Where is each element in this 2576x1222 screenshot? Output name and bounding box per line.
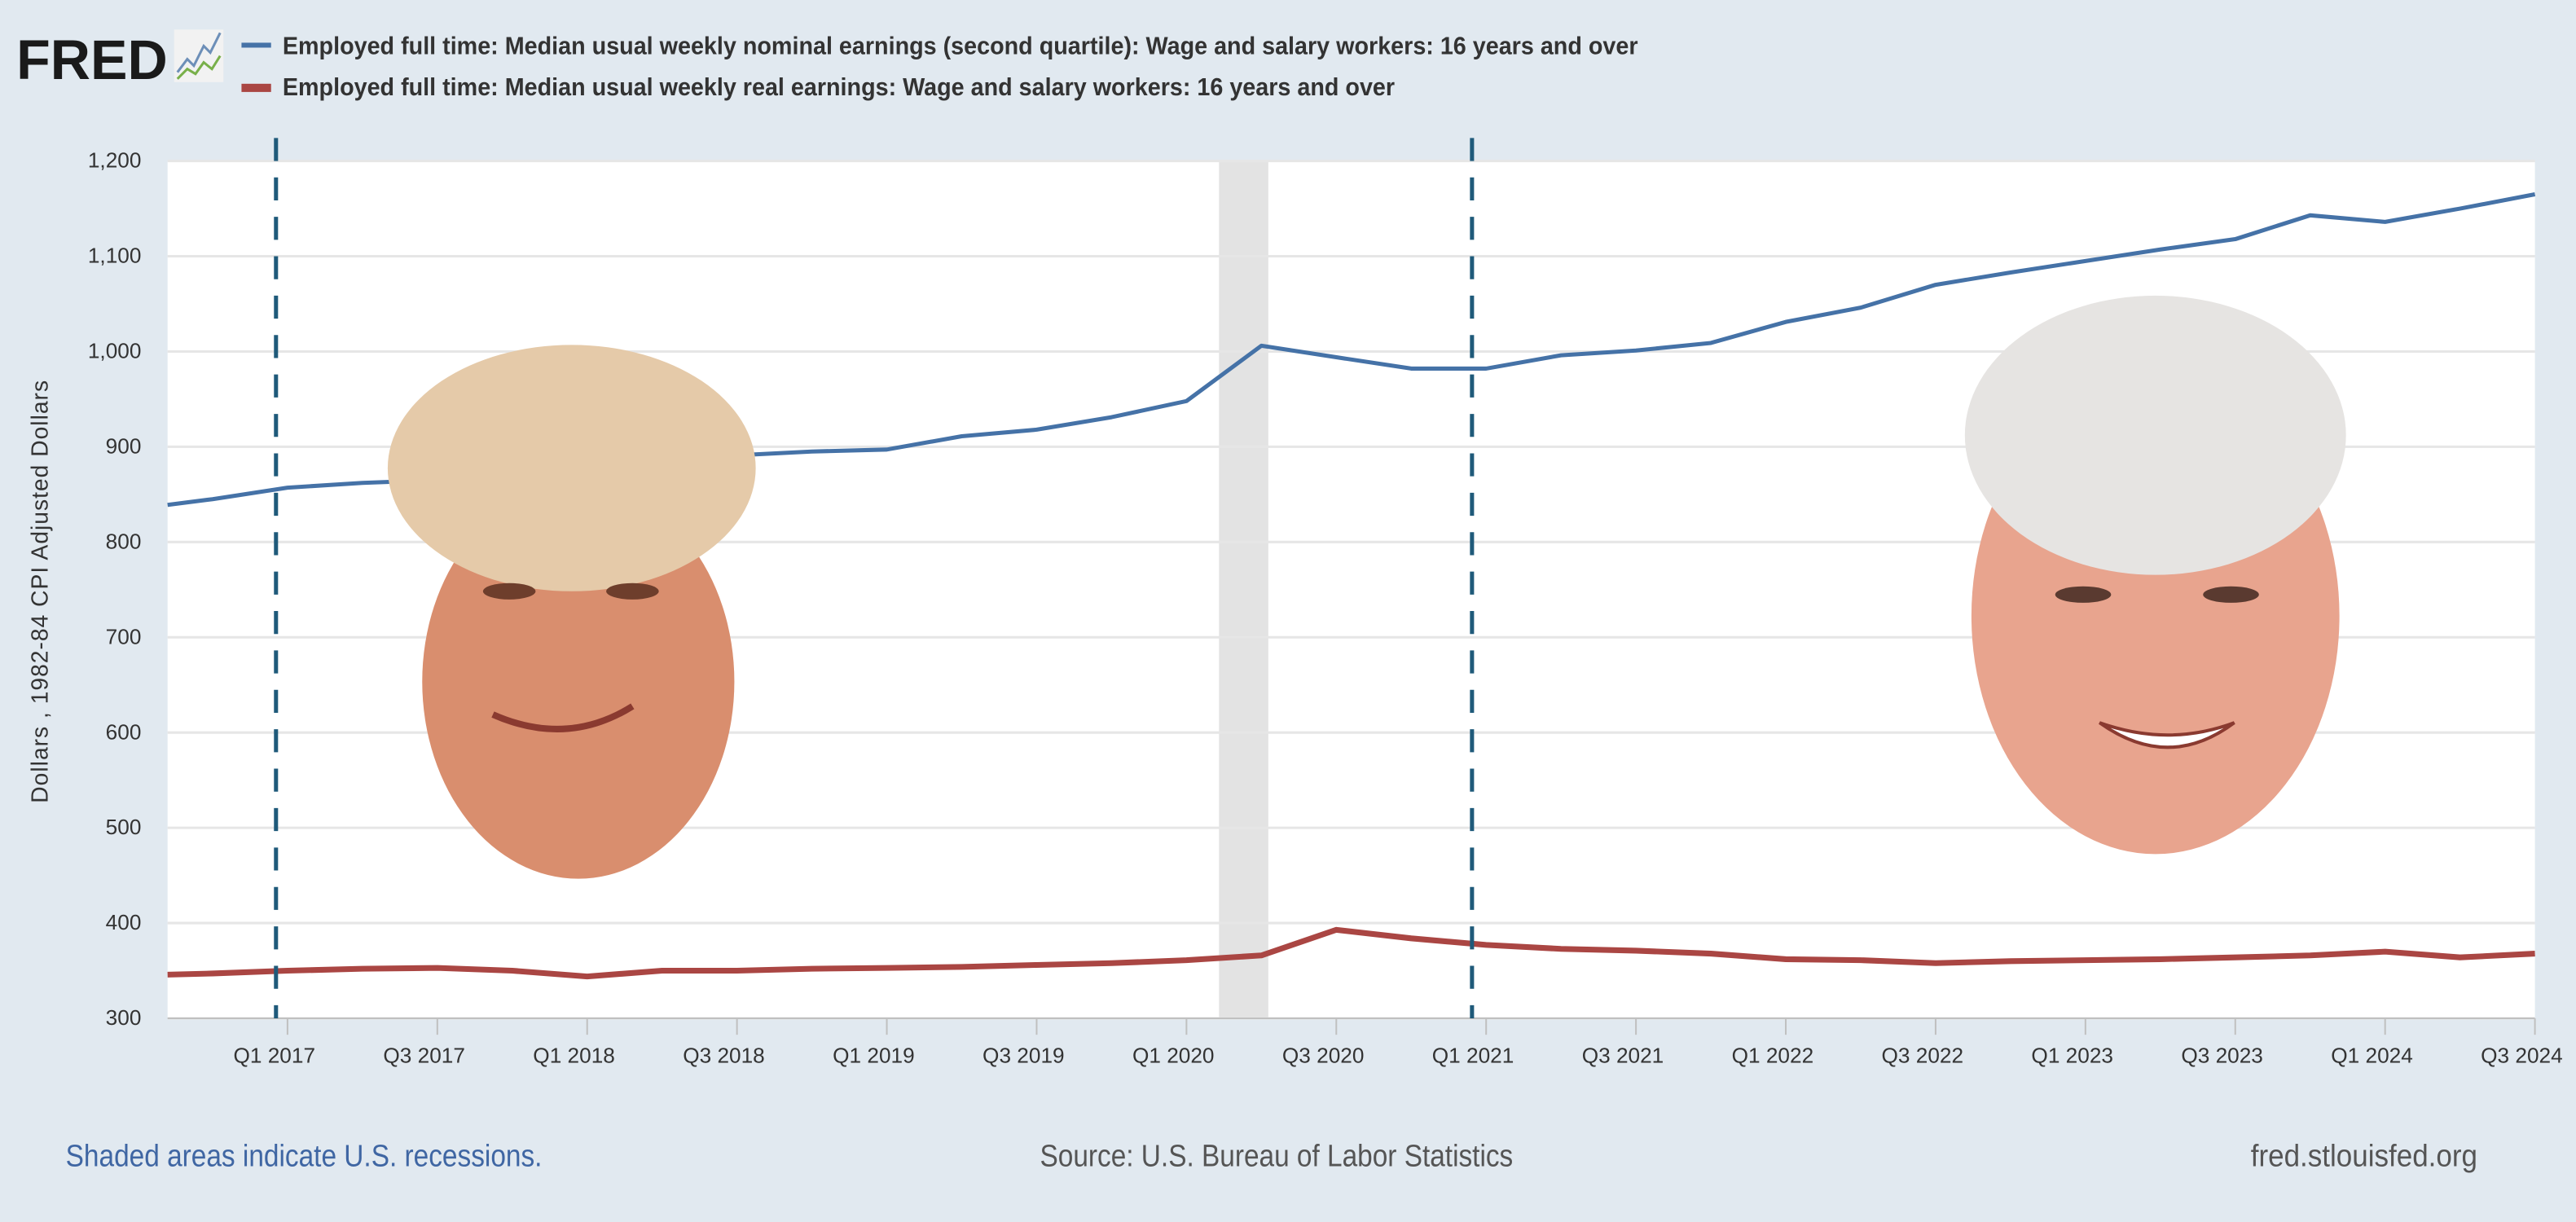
y-tick-label: 700 [106, 624, 142, 648]
fred-logo[interactable]: FRED [16, 29, 224, 91]
x-tick-label: Q3 2022 [1882, 1043, 1964, 1067]
y-tick-label: 1,000 [88, 339, 142, 363]
x-tick-label: Q3 2021 [1582, 1043, 1664, 1067]
x-tick-label: Q1 2017 [233, 1043, 315, 1067]
x-tick-label: Q1 2024 [2331, 1043, 2413, 1067]
x-tick-label: Q1 2021 [1432, 1043, 1514, 1067]
y-tick-label: 500 [106, 815, 142, 839]
y-tick-label: 300 [106, 1005, 142, 1030]
x-tick-label: Q3 2020 [1282, 1043, 1365, 1067]
source-text: Source: U.S. Bureau of Labor Statistics [1040, 1138, 1513, 1173]
x-tick-label: Q1 2020 [1132, 1043, 1215, 1067]
fred-logo-text: FRED [16, 29, 168, 91]
legend-label[interactable]: Employed full time: Median usual weekly … [283, 33, 1638, 60]
legend: Employed full time: Median usual weekly … [241, 33, 1638, 101]
x-tick-label: Q3 2017 [383, 1043, 465, 1067]
legend-label[interactable]: Employed full time: Median usual weekly … [283, 74, 1395, 101]
x-tick-label: Q1 2022 [1732, 1043, 1814, 1067]
fred-logo-graph-icon [174, 29, 224, 82]
x-tick-label: Q3 2018 [683, 1043, 765, 1067]
x-tick-label: Q3 2024 [2481, 1043, 2563, 1067]
y-tick-label: 600 [106, 719, 142, 744]
real-earnings-line [167, 926, 2535, 980]
recession-note: Shaded areas indicate U.S. recessions. [66, 1138, 543, 1173]
y-tick-label: 900 [106, 433, 142, 458]
annotations [274, 138, 1475, 1018]
x-axis-ticks: Q1 2017 Q3 2017 Q1 2018 Q3 2018 Q1 2019 Q3 20… [167, 1017, 2563, 1067]
legend-swatch [241, 83, 271, 92]
x-tick-label: Q3 2023 [2181, 1043, 2263, 1067]
x-tick-label: Q3 2019 [982, 1043, 1065, 1067]
y-tick-label: 400 [106, 910, 142, 934]
recession-shading [1219, 160, 1268, 1018]
recession-band [1219, 160, 1268, 1018]
x-tick-label: Q1 2023 [2031, 1043, 2113, 1067]
y-tick-label: 800 [106, 529, 142, 553]
y-axis-title: Dollars , 1982-84 CPI Adjusted Dollars [26, 380, 52, 803]
trump-face-image [387, 345, 756, 879]
y-axis-ticks: 300 400 500 600 700 800 900 1,000 1,100 1,200 [88, 148, 142, 1030]
biden-face-image [1964, 295, 2346, 855]
x-tick-label: Q1 2018 [533, 1043, 615, 1067]
legend-swatch [241, 42, 271, 48]
y-tick-label: 1,200 [88, 148, 142, 173]
fred-site-link[interactable]: fred.stlouisfed.org [2251, 1138, 2477, 1173]
x-tick-label: Q1 2019 [833, 1043, 915, 1067]
y-tick-label: 1,100 [88, 244, 142, 268]
